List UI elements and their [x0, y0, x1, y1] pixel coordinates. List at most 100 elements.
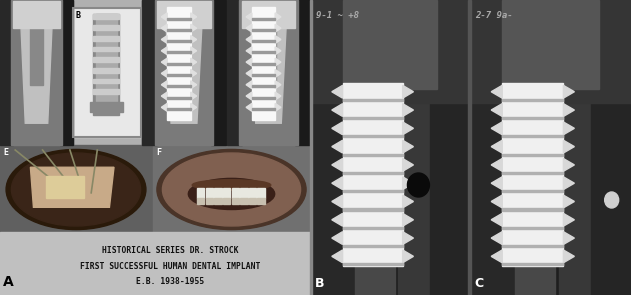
Polygon shape	[162, 24, 167, 32]
Bar	[215, 188, 221, 199]
Polygon shape	[332, 232, 343, 245]
Bar	[242, 1, 295, 27]
Bar	[502, 99, 563, 101]
Bar	[167, 74, 191, 76]
Bar	[93, 89, 119, 94]
Bar	[60, 0, 73, 145]
Polygon shape	[403, 195, 413, 208]
Bar	[0, 0, 310, 295]
Polygon shape	[563, 85, 574, 98]
Bar	[206, 199, 213, 204]
Polygon shape	[165, 14, 203, 123]
Bar	[227, 0, 310, 145]
Bar	[502, 190, 563, 192]
Bar	[502, 245, 563, 247]
Bar	[0, 145, 152, 234]
Bar	[343, 245, 403, 247]
Bar	[502, 227, 563, 229]
Polygon shape	[491, 140, 502, 153]
Ellipse shape	[157, 150, 306, 230]
Bar	[249, 199, 256, 204]
Polygon shape	[162, 13, 167, 21]
Bar	[197, 199, 204, 204]
Bar	[252, 97, 275, 99]
Bar	[257, 199, 265, 204]
Bar	[343, 172, 403, 174]
Polygon shape	[246, 47, 252, 55]
Bar	[90, 102, 123, 112]
Text: 2-7 9a-: 2-7 9a-	[475, 11, 512, 20]
Bar	[252, 86, 275, 87]
Bar	[470, 0, 631, 295]
Bar	[295, 0, 310, 145]
Polygon shape	[491, 85, 502, 98]
Polygon shape	[191, 103, 197, 111]
Bar	[252, 108, 275, 110]
Polygon shape	[332, 158, 343, 171]
Text: HISTORICAL SERIES DR. STROCK: HISTORICAL SERIES DR. STROCK	[102, 246, 239, 255]
Bar	[311, 0, 469, 295]
Text: B: B	[315, 277, 324, 290]
Polygon shape	[403, 140, 413, 153]
Bar	[239, 0, 298, 145]
Bar	[167, 86, 191, 87]
Bar	[502, 83, 563, 266]
Bar	[502, 154, 563, 156]
Bar	[355, 0, 395, 295]
Polygon shape	[403, 104, 413, 117]
Bar	[343, 209, 403, 211]
Bar	[343, 190, 403, 192]
Bar	[311, 0, 358, 295]
Polygon shape	[563, 195, 574, 208]
Polygon shape	[191, 24, 197, 32]
Bar	[167, 108, 191, 110]
Bar	[343, 117, 403, 119]
Bar	[93, 14, 119, 19]
Bar	[343, 263, 403, 266]
Polygon shape	[332, 195, 343, 208]
Polygon shape	[491, 177, 502, 190]
Bar	[93, 25, 119, 30]
Bar	[252, 74, 275, 76]
Polygon shape	[246, 92, 252, 100]
Bar	[249, 188, 256, 199]
Bar	[515, 0, 555, 295]
Bar	[252, 7, 275, 120]
Polygon shape	[275, 35, 281, 43]
Polygon shape	[563, 177, 574, 190]
Polygon shape	[275, 81, 281, 89]
Polygon shape	[275, 103, 281, 111]
Bar	[155, 0, 213, 145]
Bar	[30, 20, 43, 85]
Bar	[167, 63, 191, 65]
Text: F: F	[156, 148, 161, 157]
Polygon shape	[246, 103, 252, 111]
Text: E: E	[3, 148, 8, 157]
Bar	[343, 0, 437, 88]
Polygon shape	[563, 104, 574, 117]
Ellipse shape	[408, 173, 430, 197]
Polygon shape	[275, 58, 281, 66]
Polygon shape	[491, 250, 502, 263]
Bar	[232, 188, 239, 199]
Polygon shape	[491, 213, 502, 226]
Bar	[167, 18, 191, 19]
Polygon shape	[275, 24, 281, 32]
Bar	[73, 8, 141, 137]
Bar	[502, 172, 563, 174]
Polygon shape	[191, 81, 197, 89]
Bar	[240, 199, 248, 204]
Polygon shape	[162, 47, 167, 55]
Polygon shape	[563, 158, 574, 171]
Bar	[558, 0, 591, 295]
Polygon shape	[491, 195, 502, 208]
Polygon shape	[403, 122, 413, 135]
Bar	[252, 52, 275, 53]
Polygon shape	[332, 213, 343, 226]
Text: B: B	[76, 11, 81, 20]
Bar	[167, 97, 191, 99]
Bar	[252, 29, 275, 31]
Bar	[167, 52, 191, 53]
Bar	[470, 0, 631, 103]
Bar	[96, 14, 117, 103]
